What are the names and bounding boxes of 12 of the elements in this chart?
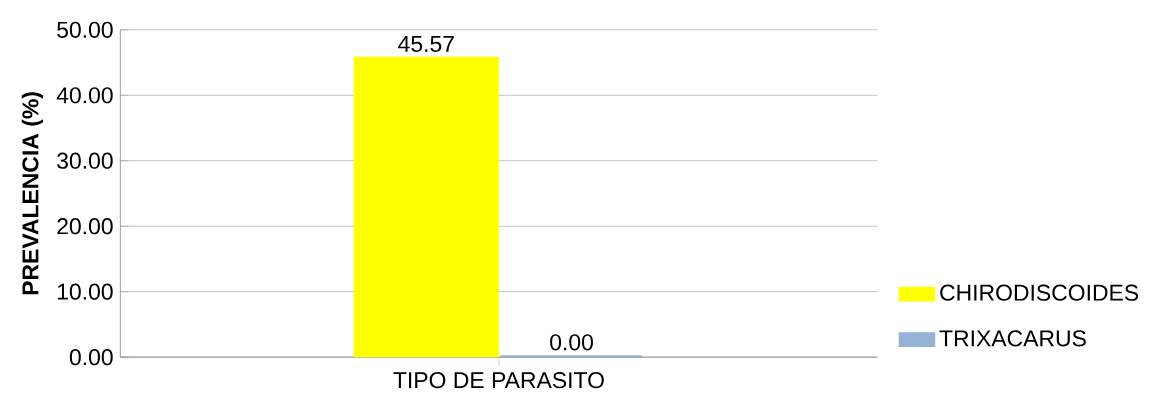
- y-tick-label: 50.00: [57, 21, 113, 38]
- x-tick-label: TIPO DE PARASITO: [393, 372, 604, 389]
- legend-label: CHIRODISCOIDES: [940, 284, 1139, 301]
- y-tick-label: 10.00: [57, 283, 113, 300]
- y-tick-label: 30.00: [57, 152, 113, 169]
- data-label: 45.57: [398, 36, 454, 53]
- y-tick-label: 20.00: [57, 218, 113, 235]
- y-axis-title: PREVALENCIA (%): [21, 92, 44, 295]
- y-tick-label: 40.00: [56, 87, 113, 104]
- y-tick-label: 0.00: [69, 349, 113, 366]
- legend-label: TRIXACARUS: [939, 330, 1086, 347]
- data-label: 0.00: [550, 334, 593, 351]
